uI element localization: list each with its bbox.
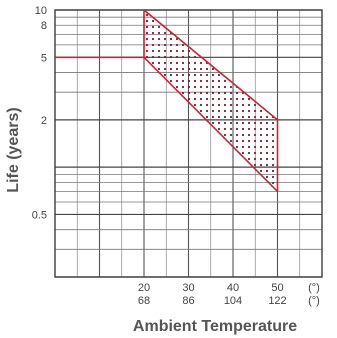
- lower-boundary-line: [143, 56, 279, 193]
- y-axis-title: Life (years): [5, 107, 22, 192]
- y-tick-label: 0.5: [32, 209, 47, 221]
- x-tick-label-secondary: 122: [268, 295, 286, 307]
- x-unit-label: (°): [308, 282, 320, 294]
- x-tick-label: 50: [271, 282, 283, 294]
- plot-frame: [54, 9, 323, 278]
- y-tick-label: 10: [35, 5, 47, 17]
- y-tick-label: 2: [41, 115, 47, 127]
- x-tick-label-secondary: 68: [138, 295, 150, 307]
- x-axis-title: Ambient Temperature: [133, 318, 297, 335]
- y-tick-label: 5: [41, 52, 47, 64]
- x-unit-label: (°): [308, 295, 320, 307]
- x-tick-label-secondary: 86: [182, 295, 194, 307]
- life-band-fill: [144, 10, 278, 192]
- life-band: [55, 9, 279, 193]
- x-tick-label-secondary: 104: [224, 295, 242, 307]
- y-tick-label: 8: [41, 20, 47, 32]
- x-tick-label: 30: [182, 282, 194, 294]
- upper-boundary-line: [143, 9, 279, 121]
- x-tick-label: 20: [138, 282, 150, 294]
- x-tick-label: 40: [227, 282, 239, 294]
